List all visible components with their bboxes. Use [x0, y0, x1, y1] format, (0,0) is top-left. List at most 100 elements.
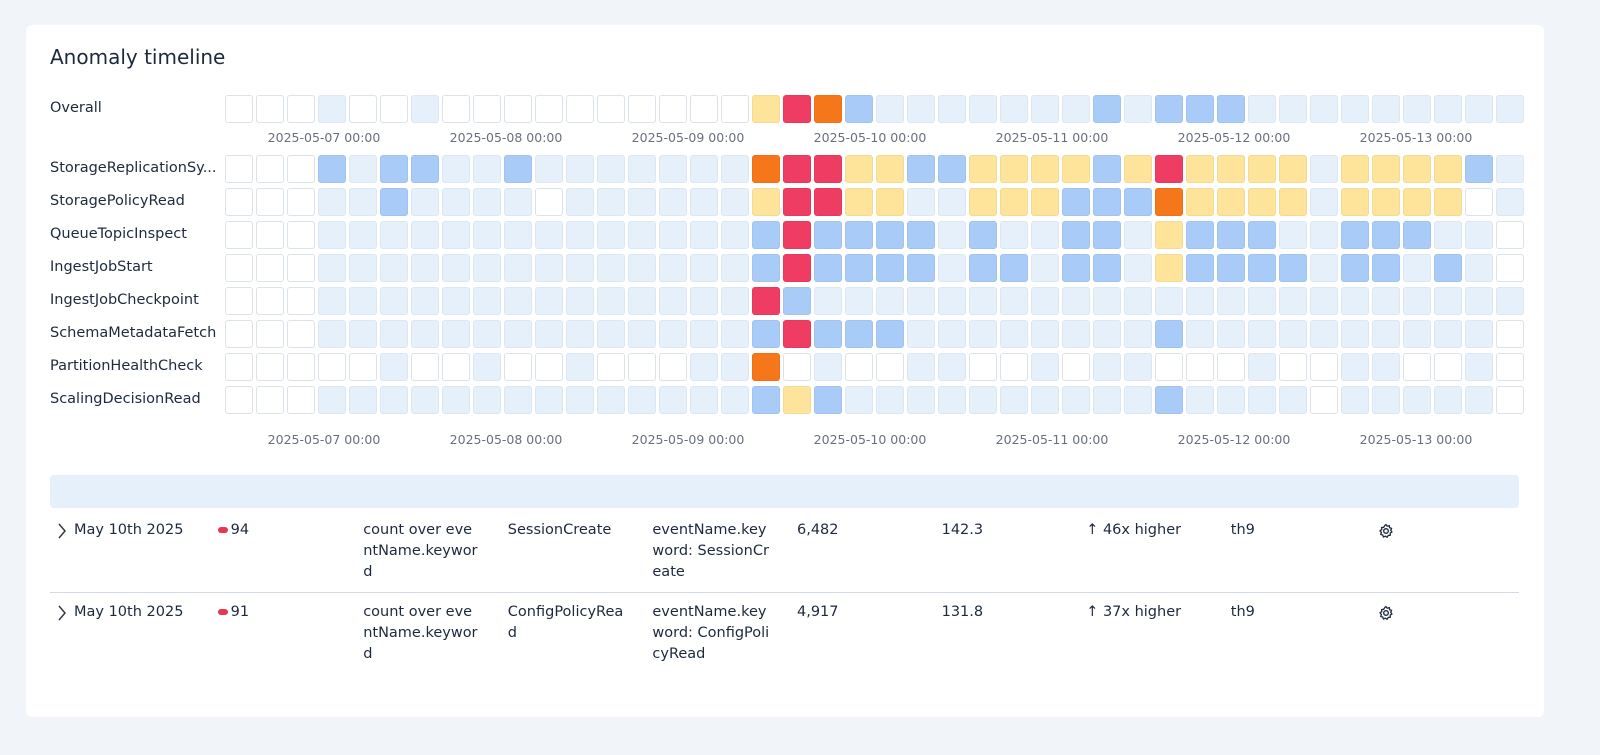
swimlane-cell[interactable]: [504, 386, 532, 414]
swimlane-cell[interactable]: [1372, 320, 1400, 348]
swimlane-cell[interactable]: [318, 95, 346, 123]
swimlane-cell[interactable]: [969, 155, 997, 183]
expand-button[interactable]: [54, 604, 70, 622]
swimlane-cell[interactable]: [690, 155, 718, 183]
swimlane-cell[interactable]: [1248, 287, 1276, 315]
swimlane-cell[interactable]: [256, 155, 284, 183]
swimlane-cell[interactable]: [1217, 386, 1245, 414]
swimlane-cell[interactable]: [659, 95, 687, 123]
swimlane-cell[interactable]: [1496, 95, 1524, 123]
swimlane-cell[interactable]: [256, 221, 284, 249]
swimlane-cell[interactable]: [380, 353, 408, 381]
swimlane-cell[interactable]: [659, 254, 687, 282]
swimlane-cell[interactable]: [1372, 221, 1400, 249]
swimlane-cell[interactable]: [752, 221, 780, 249]
swimlane-cell[interactable]: [442, 320, 470, 348]
swimlane-cell[interactable]: [1217, 155, 1245, 183]
swimlane-cell[interactable]: [504, 287, 532, 315]
swimlane-cell[interactable]: [349, 188, 377, 216]
swimlane-cell[interactable]: [1279, 320, 1307, 348]
swimlane-cell[interactable]: [380, 188, 408, 216]
swimlane-cell[interactable]: [907, 353, 935, 381]
swimlane-cell[interactable]: [752, 386, 780, 414]
swimlane-cell[interactable]: [318, 287, 346, 315]
swimlane-cell[interactable]: [1217, 188, 1245, 216]
swimlane-cell[interactable]: [721, 320, 749, 348]
swimlane-cell[interactable]: [287, 155, 315, 183]
swimlane-cell[interactable]: [721, 155, 749, 183]
swimlane-cell[interactable]: [1279, 353, 1307, 381]
swimlane-cell[interactable]: [1155, 287, 1183, 315]
swimlane-cell[interactable]: [597, 386, 625, 414]
swimlane-cell[interactable]: [535, 155, 563, 183]
swimlane-cell[interactable]: [1248, 320, 1276, 348]
swimlane-cell[interactable]: [1496, 353, 1524, 381]
swimlane-cell[interactable]: [1403, 155, 1431, 183]
swimlane-cell[interactable]: [1217, 221, 1245, 249]
swimlane-cell[interactable]: [318, 386, 346, 414]
swimlane-cell[interactable]: [1124, 221, 1152, 249]
swimlane-cell[interactable]: [1465, 386, 1493, 414]
swimlane-cell[interactable]: [1217, 353, 1245, 381]
swimlane-cell[interactable]: [690, 287, 718, 315]
swimlane-cell[interactable]: [752, 155, 780, 183]
swimlane-cell[interactable]: [1093, 221, 1121, 249]
swimlane-cell[interactable]: [256, 95, 284, 123]
swimlane-cell[interactable]: [845, 386, 873, 414]
swimlane-cell[interactable]: [566, 188, 594, 216]
swimlane-cell[interactable]: [752, 95, 780, 123]
swimlane-cell[interactable]: [1000, 221, 1028, 249]
swimlane-cell[interactable]: [721, 287, 749, 315]
swimlane-cell[interactable]: [1341, 221, 1369, 249]
swimlane-cell[interactable]: [287, 188, 315, 216]
swimlane-cell[interactable]: [628, 287, 656, 315]
swimlane-cell[interactable]: [411, 155, 439, 183]
swimlane-cell[interactable]: [845, 221, 873, 249]
swimlane-cell[interactable]: [690, 353, 718, 381]
swimlane-cell[interactable]: [659, 386, 687, 414]
swimlane-cell[interactable]: [1496, 287, 1524, 315]
swimlane-cell[interactable]: [473, 221, 501, 249]
swimlane-cell[interactable]: [938, 221, 966, 249]
swimlane-cell[interactable]: [845, 254, 873, 282]
swimlane-cell[interactable]: [628, 254, 656, 282]
swimlane-cell[interactable]: [1310, 320, 1338, 348]
swimlane-cell[interactable]: [659, 320, 687, 348]
swimlane-cell[interactable]: [1155, 320, 1183, 348]
swimlane-cell[interactable]: [473, 254, 501, 282]
swimlane-cell[interactable]: [938, 287, 966, 315]
swimlane-cell[interactable]: [349, 95, 377, 123]
swimlane-cell[interactable]: [752, 353, 780, 381]
swimlane-cell[interactable]: [1093, 188, 1121, 216]
swimlane-cell[interactable]: [411, 386, 439, 414]
swimlane-cell[interactable]: [1248, 386, 1276, 414]
swimlane-cell[interactable]: [814, 221, 842, 249]
swimlane-cell[interactable]: [1279, 188, 1307, 216]
swimlane-cell[interactable]: [1248, 254, 1276, 282]
swimlane-cell[interactable]: [1434, 95, 1462, 123]
swimlane-cell[interactable]: [1217, 320, 1245, 348]
swimlane-cell[interactable]: [287, 353, 315, 381]
swimlane-cell[interactable]: [287, 386, 315, 414]
swimlane-cell[interactable]: [504, 95, 532, 123]
swimlane-cell[interactable]: [380, 287, 408, 315]
swimlane-cell[interactable]: [1000, 95, 1028, 123]
swimlane-cell[interactable]: [1465, 95, 1493, 123]
swimlane-cell[interactable]: [1465, 221, 1493, 249]
swimlane-cell[interactable]: [1031, 287, 1059, 315]
swimlane-cell[interactable]: [876, 95, 904, 123]
swimlane-cell[interactable]: [876, 320, 904, 348]
swimlane-cell[interactable]: [1186, 287, 1214, 315]
swimlane-cell[interactable]: [566, 353, 594, 381]
swimlane-cell[interactable]: [1372, 353, 1400, 381]
swimlane-cell[interactable]: [1465, 320, 1493, 348]
swimlane-cell[interactable]: [1341, 287, 1369, 315]
swimlane-cell[interactable]: [442, 95, 470, 123]
swimlane-cell[interactable]: [1186, 155, 1214, 183]
swimlane-cell[interactable]: [1279, 155, 1307, 183]
swimlane-cell[interactable]: [1155, 386, 1183, 414]
swimlane-cell[interactable]: [690, 221, 718, 249]
swimlane-cell[interactable]: [1031, 254, 1059, 282]
swimlane-cell[interactable]: [287, 254, 315, 282]
swimlane-cell[interactable]: [721, 386, 749, 414]
